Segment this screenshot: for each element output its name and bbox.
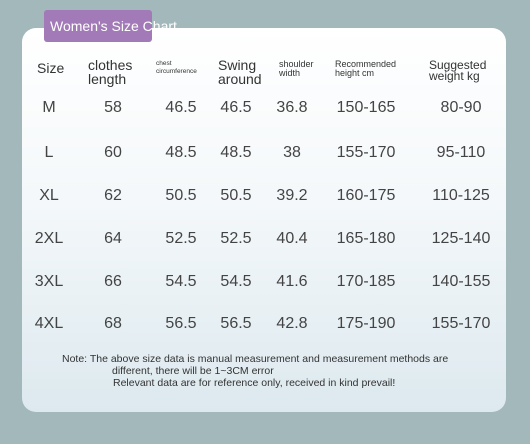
title-tab: Women's Size Chart <box>44 10 177 42</box>
table-cell: 140-155 <box>431 273 491 290</box>
table-cell: 62 <box>104 187 122 204</box>
table-cell: 40.4 <box>276 230 308 247</box>
table-cell: 165-180 <box>336 230 396 247</box>
table-cell: 56.5 <box>220 315 252 332</box>
column-header: around <box>218 71 262 87</box>
table-cell: 58 <box>104 99 122 116</box>
table-cell: 36.8 <box>276 99 308 116</box>
column-header: circumference <box>156 68 197 75</box>
table-cell: 64 <box>104 230 122 247</box>
table-cell: 46.5 <box>165 99 197 116</box>
table-cell: 48.5 <box>165 144 197 161</box>
table-cell: 52.5 <box>220 230 252 247</box>
card <box>22 28 506 412</box>
note-line: Relevant data are for reference only, re… <box>113 377 396 389</box>
table-cell: 38 <box>283 144 301 161</box>
table-cell: 66 <box>104 273 122 290</box>
column-header: length <box>88 71 127 87</box>
column-header: Suggested <box>429 58 487 72</box>
column-header: chest <box>156 60 172 67</box>
table-cell: 110-125 <box>432 187 490 204</box>
table-cell: 80-90 <box>440 99 482 116</box>
column-header: width <box>279 68 301 78</box>
table-cell: 150-165 <box>336 99 396 116</box>
column-header: Size <box>37 60 65 76</box>
table-cell: 170-185 <box>336 273 396 290</box>
note-line: different, there will be 1~3CM error <box>112 365 274 377</box>
column-header: clothes <box>88 57 133 73</box>
table-cell: 3XL <box>34 273 64 290</box>
column-header: Recommended <box>335 59 397 69</box>
table-cell: 60 <box>104 144 122 161</box>
table-cell: 125-140 <box>431 230 491 247</box>
column-header: height cm <box>335 68 375 78</box>
column-header: Swing <box>218 57 257 73</box>
table-cell: 56.5 <box>165 315 197 332</box>
table-cell: L <box>44 144 54 161</box>
table-cell: 155-170 <box>431 315 491 332</box>
table-cell: 155-170 <box>336 144 396 161</box>
table-cell: 2XL <box>34 230 64 247</box>
table-cell: 42.8 <box>276 315 308 332</box>
column-header: weight kg <box>429 69 480 83</box>
table-cell: 41.6 <box>276 273 308 290</box>
table-cell: 39.2 <box>276 187 308 204</box>
table-cell: XL <box>39 187 59 204</box>
table-cell: 50.5 <box>165 187 197 204</box>
table-cell: M <box>42 99 56 116</box>
table-cell: 50.5 <box>220 187 252 204</box>
table-cell: 54.5 <box>220 273 252 290</box>
note-line: Note: The above size data is manual meas… <box>62 353 449 365</box>
table-cell: 48.5 <box>220 144 252 161</box>
table-cell: 160-175 <box>336 187 396 204</box>
table-cell: 175-190 <box>336 315 396 332</box>
table-cell: 54.5 <box>165 273 197 290</box>
table-cell: 52.5 <box>165 230 197 247</box>
table-cell: 68 <box>104 315 122 332</box>
table-cell: 46.5 <box>220 99 252 116</box>
table-cell: 95-110 <box>436 144 486 161</box>
table-cell: 4XL <box>34 315 64 332</box>
column-header: shoulder <box>279 59 314 69</box>
